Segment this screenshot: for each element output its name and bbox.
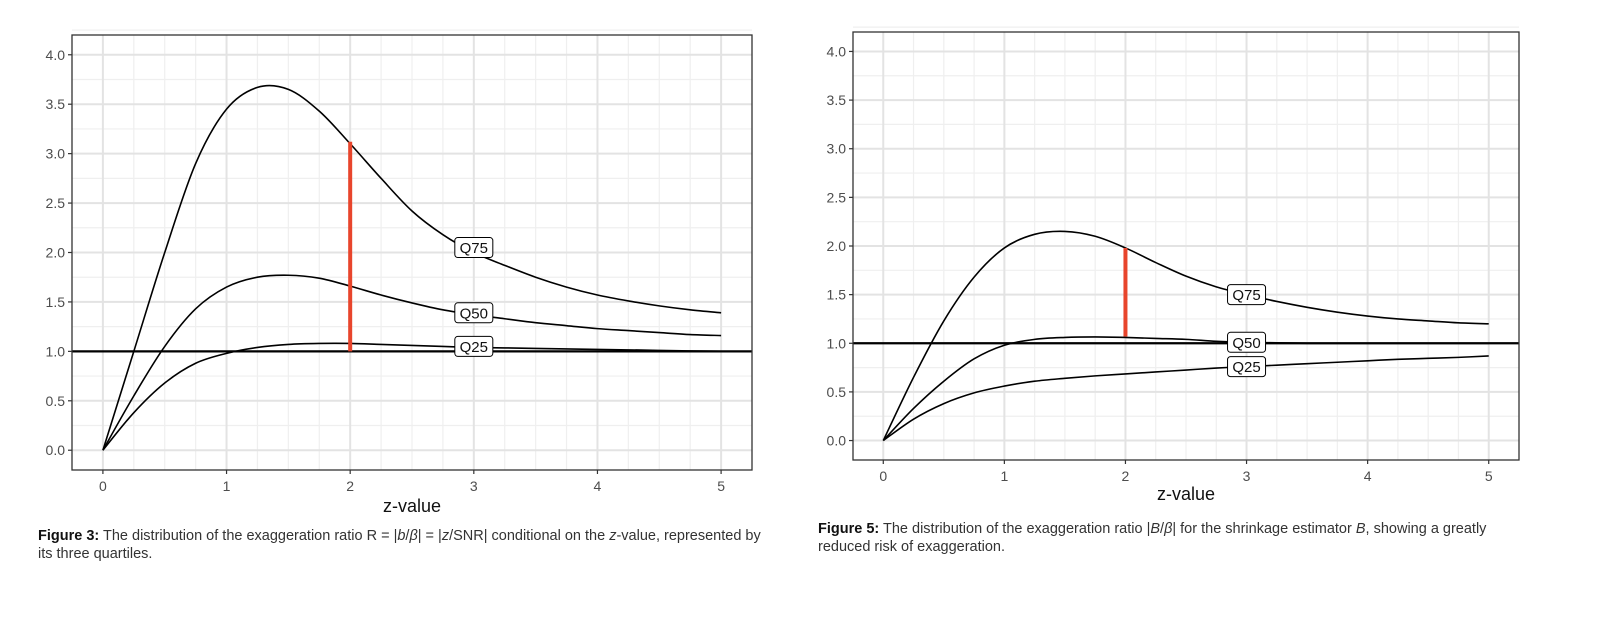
caption-var: β [409,528,418,544]
label-text: Q75 [460,240,488,257]
caption-text: | for the shrinkage estimator [1172,521,1356,537]
series-line-q50 [882,336,1489,442]
caption-figure-3: Figure 3: The distribution of the exagge… [38,527,778,563]
y-tick-label: 1.0 [46,343,66,359]
y-tick-label: 2.0 [46,245,66,261]
series-label-q50: Q50 [1227,331,1267,353]
label-box [454,335,494,357]
y-tick-label: 4.0 [46,47,66,63]
chart-panel-1: Q75 Q50 Q25 0.0 0.5 1.0 1.5 2.0 2.5 3.0 3.5 4.0 0 1 2 3… [46,29,753,516]
x-tick-label: 4 [1364,468,1372,484]
label-text: Q75 [1232,287,1260,304]
label-box [1227,284,1267,306]
series-line-q50 [102,274,722,451]
caption-var: B [1150,521,1161,537]
label-box [454,237,494,259]
caption-text: The distribution of the exaggeration rat… [879,521,1151,537]
x-tick-label: 1 [1000,468,1008,484]
caption-text: / [1160,521,1165,537]
caption-text: / [405,528,410,544]
series-line-q25 [102,342,722,451]
x-tick-label: 0 [879,468,887,484]
series-label-q75: Q75 [1227,284,1267,306]
caption-text: -value, represented by its three quartil… [38,528,761,562]
series-label-q25: Q25 [1227,356,1267,378]
y-tick-label: 3.0 [827,141,847,157]
series-label-q25: Q25 [454,335,494,357]
x-tick-label: 5 [1485,468,1493,484]
x-axis-title: z-value [383,496,441,516]
y-tick-label: 3.5 [827,92,847,108]
series-line-q25 [882,355,1489,442]
y-tick-label: 2.0 [827,238,847,254]
caption-text: /SNR| conditional on the [449,528,610,544]
y-tick-label: 0.0 [46,442,66,458]
chart-panel-2: Q75 Q50 Q25 0.0 0.5 1.0 1.5 2.0 2.5 3.0 3.5 4.0 0 1 2 3… [827,26,1520,504]
y-tick-label: 0.0 [827,433,847,449]
x-axis-title: z-value [1157,484,1215,504]
caption-figure-5: Figure 5: The distribution of the exagge… [818,520,1538,556]
label-box [454,302,494,324]
x-tick-label: 1 [223,478,231,494]
series-line-q75 [882,230,1489,441]
x-tick-label: 3 [1243,468,1251,484]
y-tick-label: 2.5 [827,189,847,205]
grid [852,26,1520,460]
caption-text: The distribution of the exaggeration rat… [99,528,398,544]
label-text: Q25 [460,339,488,356]
label-box [1227,356,1267,378]
x-tick-label: 3 [470,478,478,494]
y-tick-label: 4.0 [827,43,847,59]
label-text: Q50 [460,305,488,322]
x-tick-label: 5 [717,478,725,494]
caption-text: , showing a greatly reduced risk of exag… [818,521,1487,555]
y-tick-label: 3.0 [46,146,66,162]
caption-label: Figure 5: [818,521,880,537]
label-text: Q25 [1232,359,1260,376]
x-tick-label: 2 [346,478,354,494]
y-tick-label: 0.5 [46,393,66,409]
x-tick-label: 0 [99,478,107,494]
label-box [1227,331,1267,353]
series-label-q50: Q50 [454,302,494,324]
y-tick-label: 1.5 [46,294,66,310]
y-tick-label: 1.5 [827,287,847,303]
caption-var: b [397,528,406,544]
y-tick-label: 0.5 [827,384,847,400]
y-tick-label: 3.5 [46,96,66,112]
caption-var: z [441,528,450,544]
caption-var: z [609,528,617,544]
series-line-q75 [102,84,722,451]
series-label-q75: Q75 [454,237,494,259]
x-tick-label: 4 [594,478,602,494]
label-text: Q50 [1232,335,1260,352]
caption-var: β [1164,521,1173,537]
x-tick-label: 2 [1122,468,1130,484]
y-tick-label: 1.0 [827,335,847,351]
caption-label: Figure 3: [38,528,100,544]
caption-var: B [1355,521,1366,537]
y-tick-label: 2.5 [46,195,66,211]
caption-text: | = | [417,528,442,544]
